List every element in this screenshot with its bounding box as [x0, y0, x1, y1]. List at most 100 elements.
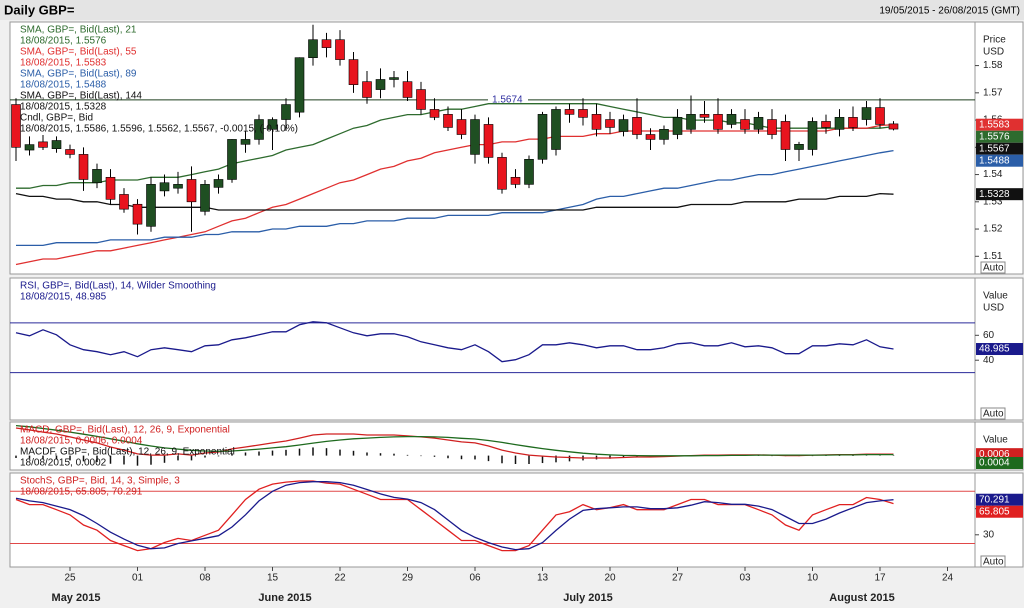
month-label: June 2015 — [258, 592, 311, 604]
candle-body — [713, 114, 723, 130]
x-tick-label: 20 — [604, 573, 616, 584]
chart-title: Daily GBP= — [4, 2, 75, 17]
last-value: 1.5567 — [979, 143, 1010, 154]
histogram-bar — [177, 455, 179, 461]
histogram-bar — [555, 455, 557, 463]
histogram-bar — [15, 455, 17, 458]
panel-bg — [9, 472, 976, 568]
plot: 1.5674 — [10, 24, 975, 266]
candle-body — [497, 157, 507, 190]
legend-name: SMA, GBP=, Bid(Last), 55 — [20, 47, 137, 58]
legend-detail: 18/08/2015, 65.805, 70.291 — [20, 487, 143, 498]
y-tick-label: 1.54 — [983, 169, 1003, 180]
histogram-bar — [393, 453, 395, 456]
candle-body — [24, 144, 35, 151]
indicator-line — [16, 149, 894, 247]
legend-detail: 18/08/2015, 48.985 — [20, 292, 107, 303]
last-value: 0.0006 — [979, 449, 1010, 460]
histogram-bar — [838, 455, 841, 456]
candle-body — [443, 114, 453, 128]
x-tick-label: 10 — [807, 573, 819, 584]
candle-body — [807, 121, 818, 150]
histogram-bar — [258, 451, 260, 456]
histogram-bar — [636, 455, 638, 458]
month-label: July 2015 — [563, 592, 613, 604]
legend-name: SMA, GBP=, Bid(Last), 89 — [20, 69, 137, 80]
candle-body — [146, 184, 156, 227]
y-tick-label: 40 — [983, 355, 995, 366]
candle-body — [389, 77, 399, 80]
candle-body — [173, 184, 183, 189]
legend-name: RSI, GBP=, Bid(Last), 14, Wilder Smoothi… — [20, 281, 216, 292]
candle-body — [618, 119, 629, 132]
legend-name: SMA, GBP=, Bid(Last), 144 — [20, 91, 142, 102]
candle-body — [119, 194, 129, 210]
histogram-bar — [447, 455, 449, 459]
candle-body — [281, 104, 291, 120]
histogram-bar — [811, 455, 814, 457]
x-tick-label: 25 — [64, 573, 76, 584]
histogram-bar — [231, 453, 233, 456]
histogram-bar — [892, 455, 895, 456]
histogram-bar — [123, 455, 125, 465]
histogram-bar — [433, 455, 436, 457]
candle-body — [645, 134, 656, 140]
legend-detail: 18/08/2015, 1.5576 — [20, 36, 107, 47]
histogram-bar — [501, 455, 503, 464]
y-tick-label: 1.52 — [983, 224, 1003, 235]
candle-body — [510, 176, 521, 185]
histogram-bar — [366, 452, 368, 456]
legend-detail: 18/08/2015, 1.5586, 1.5596, 1.5562, 1.55… — [20, 124, 298, 135]
candle-body — [834, 117, 845, 130]
histogram-bar — [852, 455, 854, 456]
histogram-bar — [136, 455, 139, 466]
candle-body — [470, 119, 480, 155]
histogram-bar — [622, 455, 625, 458]
candle-body — [524, 159, 534, 185]
x-tick-label: 17 — [874, 573, 886, 584]
last-value: 1.5488 — [979, 155, 1010, 166]
legend-name: MACDF, GBP=, Bid(Last), 12, 26, 9, Expon… — [20, 447, 235, 458]
histogram-bar — [325, 448, 328, 456]
axis-label: USD — [983, 303, 1004, 314]
plot — [10, 321, 975, 374]
legend-name: SMA, GBP=, Bid(Last), 21 — [20, 25, 137, 36]
histogram-bar — [487, 455, 490, 462]
candle-body — [200, 184, 210, 212]
histogram-bar — [865, 455, 868, 456]
last-value-box — [976, 142, 1023, 155]
histogram-bar — [55, 455, 58, 460]
candle-body — [294, 57, 305, 113]
axis-label: Value — [983, 435, 1008, 446]
last-value-box — [976, 188, 1023, 201]
candle-body — [402, 81, 413, 98]
candle-body — [429, 109, 440, 118]
candle-body — [875, 107, 885, 125]
histogram-bar — [312, 447, 314, 456]
candle-body — [686, 114, 696, 130]
last-value-box — [976, 154, 1023, 167]
histogram-bar — [150, 455, 152, 465]
scale-box — [980, 555, 1006, 568]
candle-body — [416, 89, 426, 110]
candle-body — [632, 117, 642, 135]
last-value: 1.5328 — [979, 189, 1010, 200]
histogram-bar — [244, 452, 247, 456]
x-tick-label: 13 — [537, 573, 549, 584]
histogram-bar — [96, 455, 98, 463]
histogram-bar — [528, 455, 530, 464]
candle-body — [578, 109, 588, 118]
y-tick-label: 60 — [983, 330, 995, 341]
histogram-bar — [568, 455, 571, 462]
histogram-bar — [109, 455, 112, 464]
date-range: 19/05/2015 - 26/08/2015 (GMT) — [879, 6, 1020, 17]
month-label: May 2015 — [52, 592, 101, 604]
last-value-box — [976, 343, 1023, 356]
histogram-bar — [217, 455, 220, 457]
legend-detail: 18/08/2015, 0.0006, 0.0004 — [20, 436, 143, 447]
candle-body — [254, 119, 264, 140]
histogram-bar — [42, 455, 44, 460]
hline-label-bg — [488, 93, 528, 105]
candle-body — [132, 203, 143, 225]
